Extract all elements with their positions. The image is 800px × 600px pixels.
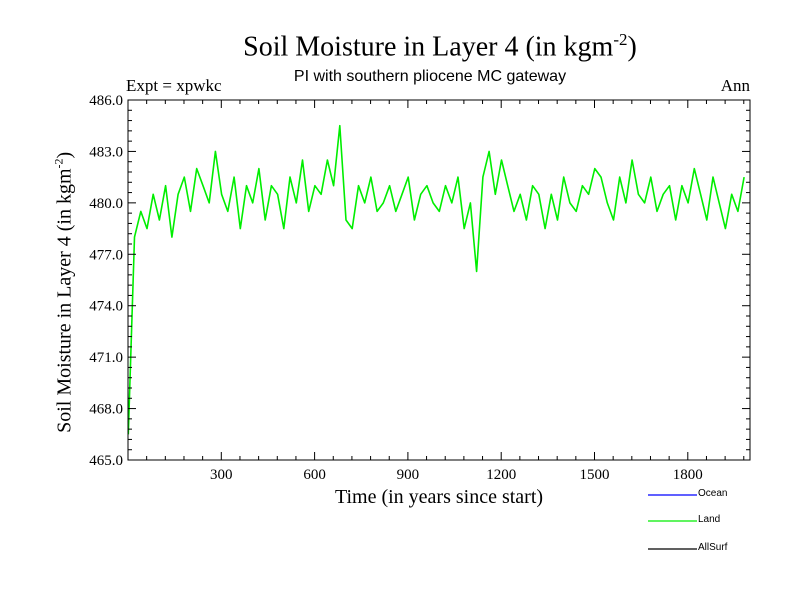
y-tick-label: 477.0	[89, 247, 123, 263]
plot-frame	[127, 99, 751, 461]
period-label: Ann	[720, 76, 750, 95]
series-line-land	[127, 124, 745, 435]
plot-series-layer	[127, 124, 745, 435]
legend	[648, 494, 697, 550]
y-tick-label: 474.0	[89, 299, 123, 315]
y-tick-label: 465.0	[89, 453, 123, 469]
legend-label-land: Land	[698, 514, 721, 525]
legend-label-ocean: Ocean	[698, 488, 728, 499]
x-tick-label: 300	[210, 467, 233, 483]
x-tick-label: 1500	[580, 467, 610, 483]
axis-ticks-layer: 300 600 900 1200 1500 1800 465.0 468.0 471.0 474.…	[89, 93, 750, 483]
y-tick-label: 471.0	[89, 350, 123, 366]
legend-label-allsurf: AllSurf	[698, 542, 728, 553]
chart-subtitle: PI with southern pliocene MC gateway	[293, 68, 567, 85]
x-tick-label: 1800	[673, 467, 703, 483]
y-tick-label: 480.0	[89, 196, 123, 212]
x-axis-label: Time (in years since start)	[334, 486, 544, 508]
x-tick-label: 1200	[486, 467, 516, 483]
chart-title: Soil Moisture in Layer 4 (in kgm-2)	[243, 30, 637, 63]
y-tick-label: 468.0	[89, 402, 123, 418]
experiment-label: Expt = xpwkc	[126, 76, 222, 95]
y-axis-label: Soil Moisture in Layer 4 (in kgm-2)	[51, 151, 76, 433]
x-tick-label: 600	[303, 467, 326, 483]
y-tick-label: 486.0	[89, 93, 123, 109]
y-tick-label: 483.0	[89, 144, 123, 160]
x-tick-label: 900	[397, 467, 420, 483]
